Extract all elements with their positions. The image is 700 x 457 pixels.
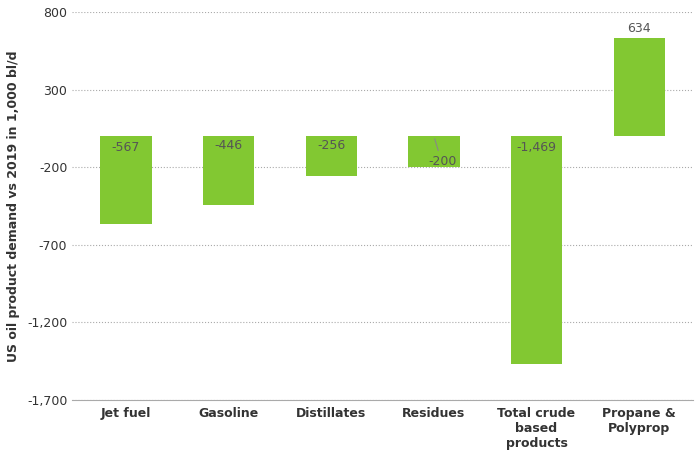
Text: 634: 634 [627, 22, 651, 35]
Bar [408, 136, 460, 167]
Bar [203, 136, 254, 205]
Bar [100, 136, 152, 224]
Text: -256: -256 [317, 139, 345, 152]
Bar [511, 136, 562, 364]
Text: -567: -567 [112, 141, 140, 154]
Bar [306, 136, 357, 176]
Text: -446: -446 [215, 139, 243, 152]
Text: -200: -200 [428, 155, 456, 168]
Y-axis label: US oil product demand vs 2019 in 1,000 bl/d: US oil product demand vs 2019 in 1,000 b… [7, 50, 20, 362]
Text: -1,469: -1,469 [517, 141, 556, 154]
Bar [613, 38, 665, 136]
